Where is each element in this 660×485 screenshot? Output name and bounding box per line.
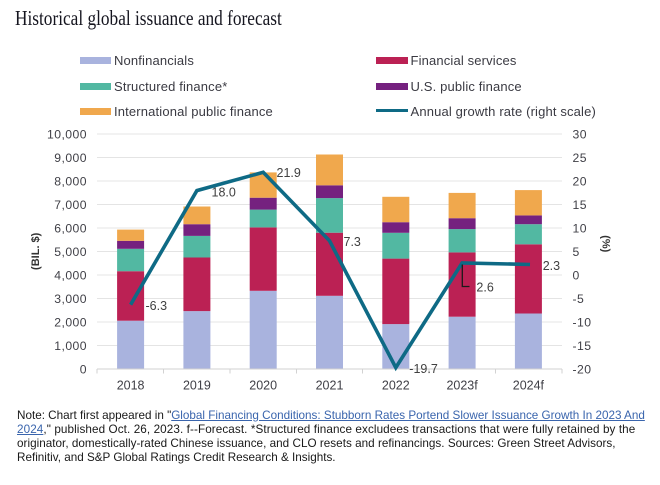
svg-text:7,000: 7,000 [54,198,87,212]
svg-text:2,000: 2,000 [54,315,87,329]
svg-text:-6.3: -6.3 [146,299,168,313]
svg-text:-10: -10 [573,315,592,329]
svg-text:15: 15 [573,198,587,212]
svg-text:2.6: 2.6 [476,281,493,295]
svg-text:-5: -5 [573,292,585,306]
svg-text:6,000: 6,000 [54,221,87,235]
svg-text:5: 5 [573,245,580,259]
svg-text:3,000: 3,000 [54,292,87,306]
svg-text:10,000: 10,000 [47,127,87,141]
svg-text:4,000: 4,000 [54,268,87,282]
svg-text:18.0: 18.0 [212,185,236,199]
svg-text:10: 10 [573,221,587,235]
svg-text:2022: 2022 [382,379,410,393]
svg-text:25: 25 [573,151,587,165]
svg-text:2.3: 2.3 [543,259,560,273]
svg-text:21.9: 21.9 [277,166,301,180]
svg-text:7.3: 7.3 [344,235,361,249]
svg-text:5,000: 5,000 [54,245,87,259]
svg-text:2023f: 2023f [446,379,478,393]
svg-text:-19.7: -19.7 [409,362,438,376]
svg-text:2024f: 2024f [513,379,545,393]
svg-text:2020: 2020 [249,379,277,393]
svg-text:0: 0 [80,362,87,376]
svg-text:8,000: 8,000 [54,174,87,188]
svg-text:2021: 2021 [316,379,344,393]
svg-text:(%): (%) [600,235,612,252]
svg-text:20: 20 [573,174,587,188]
svg-text:(BIL. $): (BIL. $) [30,232,42,270]
svg-text:-15: -15 [573,339,592,353]
svg-text:0: 0 [573,268,580,282]
svg-text:2019: 2019 [183,379,211,393]
svg-text:2018: 2018 [117,379,145,393]
svg-text:1,000: 1,000 [54,339,87,353]
svg-text:-20: -20 [573,362,592,376]
svg-text:30: 30 [573,127,587,141]
svg-text:9,000: 9,000 [54,151,87,165]
